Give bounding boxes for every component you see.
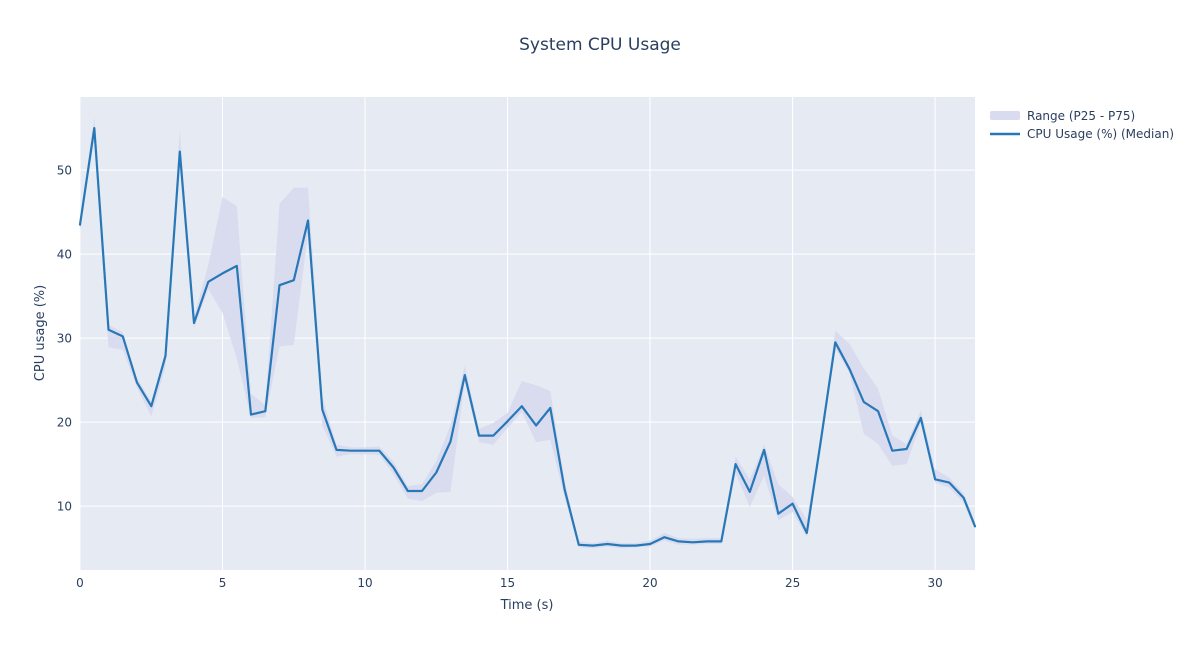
x-axis-label: Time (s) <box>500 598 554 613</box>
p25-p75-band <box>80 117 975 549</box>
x-tick-labels: 0 5 10 15 20 25 30 <box>76 576 943 590</box>
legend-label-range: Range (P25 - P75) <box>1027 109 1135 123</box>
median-line <box>78 127 977 547</box>
y-tick-label: 40 <box>57 247 72 261</box>
x-tick-label: 0 <box>76 576 84 590</box>
chart-title: System CPU Usage <box>519 35 681 55</box>
plot-area[interactable] <box>80 97 975 570</box>
legend-item-median[interactable]: CPU Usage (%) (Median) <box>990 127 1174 141</box>
x-tick-label: 30 <box>927 576 942 590</box>
legend-item-range[interactable]: Range (P25 - P75) <box>990 109 1135 123</box>
band-swatch <box>990 111 1020 120</box>
y-tick-label: 10 <box>57 499 72 513</box>
x-tick-label: 10 <box>357 576 372 590</box>
y-tick-label: 20 <box>57 415 72 429</box>
x-tick-label: 5 <box>219 576 227 590</box>
x-tick-label: 20 <box>642 576 657 590</box>
x-tick-label: 25 <box>785 576 800 590</box>
y-tick-labels: 10 20 30 40 50 <box>57 163 72 513</box>
y-axis-label: CPU usage (%) <box>33 285 48 381</box>
legend: Range (P25 - P75) CPU Usage (%) (Median) <box>990 109 1174 141</box>
legend-label-median: CPU Usage (%) (Median) <box>1027 127 1174 141</box>
x-tick-label: 15 <box>500 576 515 590</box>
y-tick-label: 50 <box>57 163 72 177</box>
y-tick-label: 30 <box>57 331 72 345</box>
